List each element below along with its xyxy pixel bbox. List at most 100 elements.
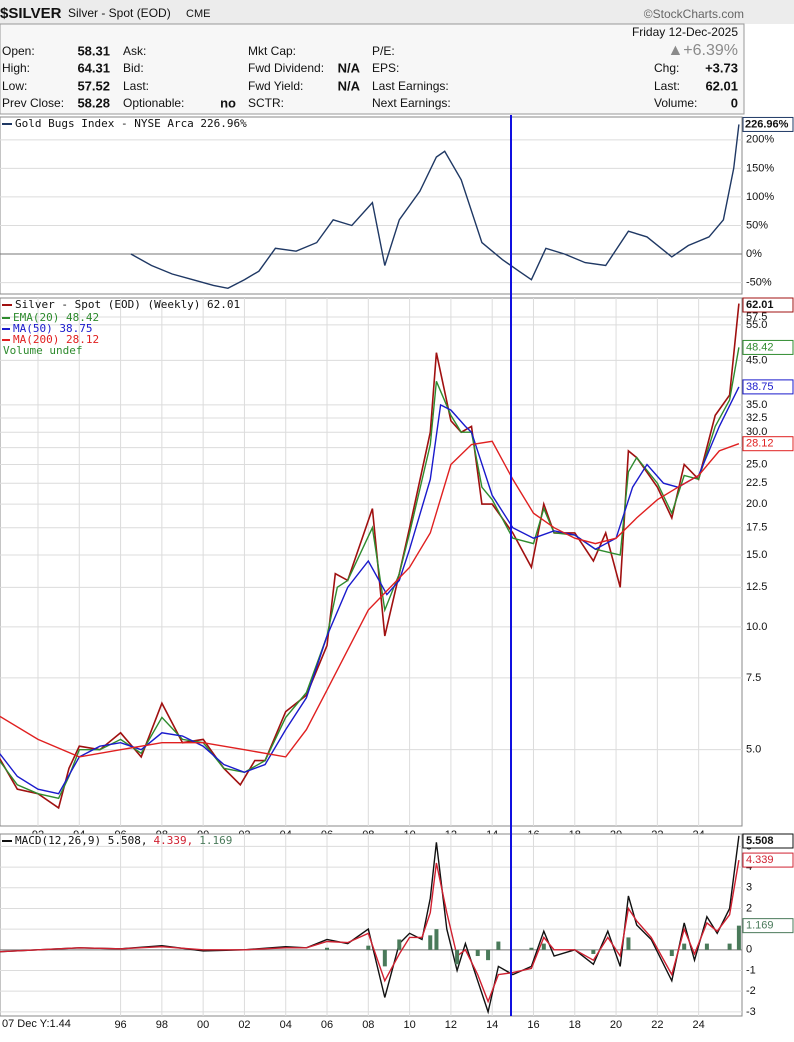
field-value: 58.31: [77, 43, 110, 58]
value-box-label: 48.42: [746, 341, 774, 353]
value-box: [742, 918, 794, 934]
field-label: Prev Close:: [2, 96, 64, 110]
legend-entry: MA(50) 38.75: [13, 322, 92, 335]
exchange: CME: [186, 8, 210, 20]
field-value: no: [220, 95, 236, 110]
histogram-bar: [626, 937, 631, 950]
top-bar: [0, 0, 794, 24]
y-tick-label: 25.0: [746, 458, 767, 470]
x-tick-label: 20: [610, 1019, 622, 1031]
field-label: Last:: [654, 79, 680, 93]
value-box: [742, 339, 794, 355]
histogram-bar: [541, 943, 546, 950]
x-tick-label: 12: [445, 1019, 457, 1031]
legend-entry: EMA(20) 48.42: [13, 311, 99, 324]
field-label: Volume:: [654, 96, 697, 110]
x-tick-label: 18: [569, 1019, 581, 1031]
y-tick-label: -2: [746, 985, 756, 997]
x-tick-label: 08: [362, 1019, 374, 1031]
field-label: High:: [2, 61, 30, 75]
histogram-bar: [397, 939, 402, 950]
y-tick-label: 200%: [746, 134, 774, 146]
value-box: [742, 833, 794, 849]
value-box-label: 38.75: [746, 381, 774, 393]
field-label: Ask:: [123, 44, 146, 58]
legend-entry: 1.169: [199, 834, 232, 847]
cursor-label: 07 Dec Y:1.44: [2, 1018, 71, 1030]
x-tick-label: 06: [321, 1019, 333, 1031]
y-tick-label: 7.5: [746, 672, 761, 684]
y-tick-label: 10.0: [746, 621, 767, 633]
value-box: [742, 297, 794, 313]
field-label: Next Earnings:: [372, 96, 451, 110]
x-tick-label: 04: [280, 1019, 292, 1031]
x-tick-label: 00: [197, 1019, 209, 1031]
x-tick-label: 14: [486, 1019, 498, 1031]
histogram-bar: [591, 949, 596, 954]
histogram-bar: [428, 935, 433, 950]
histogram-bar: [669, 949, 674, 957]
panel-frame: [0, 297, 743, 827]
value-box-label: 4.339: [746, 854, 774, 866]
histogram-bar: [529, 947, 534, 950]
y-tick-label: 45.0: [746, 354, 767, 366]
y-tick-label: 5.0: [746, 744, 761, 756]
y-tick-label: 17.5: [746, 522, 767, 534]
y-tick-label: 15.0: [746, 549, 767, 561]
symbol: $SILVER: [0, 5, 62, 22]
field-label: Fwd Dividend:: [248, 61, 324, 75]
field-label: Optionable:: [123, 96, 184, 110]
x-tick-label: 22: [651, 1019, 663, 1031]
x-tick-label: 98: [156, 1019, 168, 1031]
y-tick-label: 50%: [746, 219, 768, 231]
histogram-bar: [682, 943, 687, 950]
value-box-label: 5.508: [746, 835, 774, 847]
field-label: Last:: [123, 79, 149, 93]
y-tick-label: -3: [746, 1006, 756, 1018]
series-line: [0, 347, 740, 800]
histogram-bar: [366, 945, 371, 950]
histogram-bar: [736, 925, 741, 950]
value-box-label: 28.12: [746, 438, 774, 450]
field-label: P/E:: [372, 44, 395, 58]
histogram-bar: [704, 943, 709, 950]
instrument-name: Silver - Spot (EOD): [68, 6, 171, 20]
y-tick-label: -50%: [746, 276, 772, 288]
field-value: 57.52: [77, 78, 110, 93]
series-line: [0, 859, 740, 1004]
legend-entry: 4.339,: [153, 834, 193, 847]
y-tick-label: 100%: [746, 191, 774, 203]
field-label: Bid:: [123, 61, 144, 75]
y-tick-label: 20.0: [746, 498, 767, 510]
histogram-bar: [475, 949, 480, 957]
panel-title: Gold Bugs Index - NYSE Arca 226.96%: [15, 117, 247, 130]
x-tick-label: 10: [403, 1019, 415, 1031]
field-value: N/A: [338, 60, 361, 75]
field-label: EPS:: [372, 61, 399, 75]
field-value: 62.01: [705, 78, 738, 93]
histogram-bar: [496, 941, 501, 950]
field-value: 58.28: [77, 95, 110, 110]
y-tick-label: 150%: [746, 162, 774, 174]
x-tick-label: 96: [114, 1019, 126, 1031]
field-label: Low:: [2, 79, 27, 93]
histogram-bar: [727, 943, 732, 950]
y-tick-label: -1: [746, 964, 756, 976]
field-label: Open:: [2, 44, 35, 58]
value-box: [742, 436, 794, 452]
info-panel: [0, 23, 745, 115]
histogram-bar: [434, 929, 439, 950]
field-label: Last Earnings:: [372, 79, 449, 93]
field-label: SCTR:: [248, 96, 284, 110]
change-pct: ▲+6.39%: [667, 42, 738, 59]
y-tick-label: 0: [746, 944, 752, 956]
y-tick-label: 2: [746, 902, 752, 914]
panel-frame: [0, 833, 743, 1017]
y-tick-label: 55.0: [746, 319, 767, 331]
y-tick-label: 3: [746, 882, 752, 894]
legend-entry: MACD(12,26,9) 5.508,: [15, 834, 147, 847]
histogram-bar: [382, 949, 387, 967]
value-box-label: 62.01: [746, 299, 774, 311]
value-box: [742, 852, 794, 868]
